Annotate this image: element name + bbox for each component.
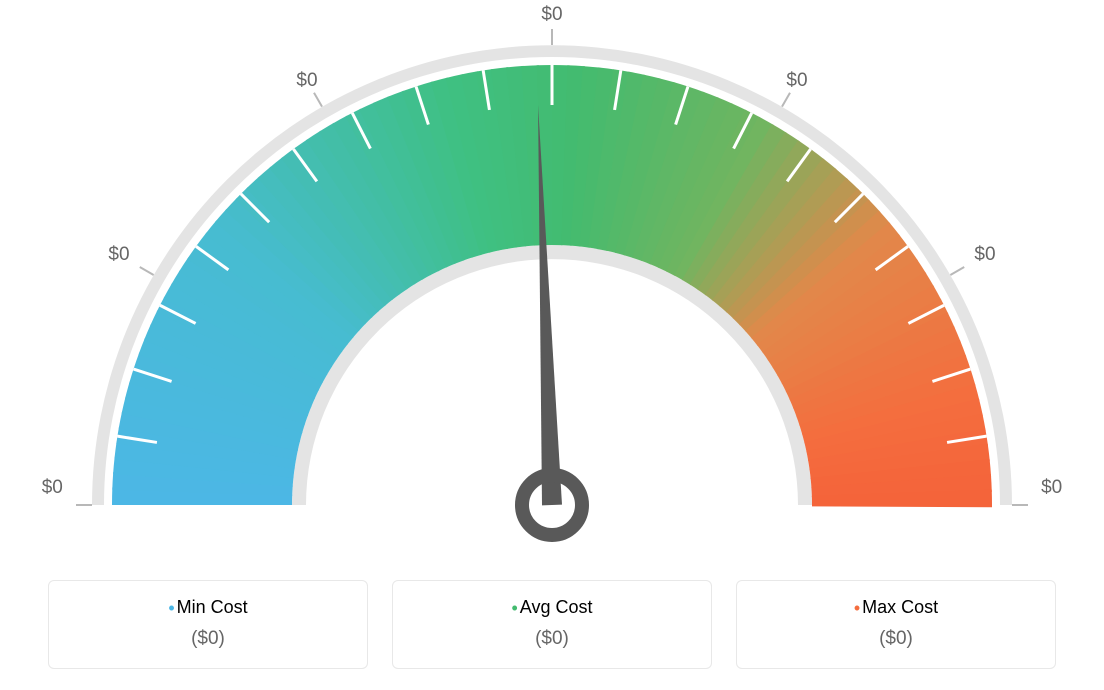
gauge-tick-label: $0 [786, 70, 807, 92]
gauge-tick-label: $0 [108, 244, 129, 266]
legend-value-min: ($0) [61, 628, 355, 650]
legend-dot-avg: • [511, 599, 517, 617]
legend-row: • Min Cost ($0) • Avg Cost ($0) • Max Co… [0, 580, 1104, 669]
legend-label-max: Max Cost [862, 597, 938, 618]
gauge-tick-label: $0 [541, 4, 562, 26]
legend-value-avg: ($0) [405, 628, 699, 650]
legend-card-avg: • Avg Cost ($0) [392, 580, 712, 669]
gauge-svg [0, 0, 1104, 560]
legend-title-avg: • Avg Cost [511, 597, 592, 618]
legend-title-min: • Min Cost [168, 597, 247, 618]
legend-dot-min: • [168, 599, 174, 617]
legend-value-max: ($0) [749, 628, 1043, 650]
legend-dot-max: • [854, 599, 860, 617]
gauge-area: $0 $0 $0 $0 $0 $0 $0 [0, 0, 1104, 560]
legend-card-min: • Min Cost ($0) [48, 580, 368, 669]
legend-title-max: • Max Cost [854, 597, 938, 618]
legend-card-max: • Max Cost ($0) [736, 580, 1056, 669]
gauge-chart-container: $0 $0 $0 $0 $0 $0 $0 • Min Cost ($0) • Avg Cos… [0, 0, 1104, 690]
gauge-tick-label: $0 [1041, 477, 1062, 499]
gauge-tick-label: $0 [296, 70, 317, 92]
legend-label-avg: Avg Cost [520, 597, 593, 618]
gauge-tick-label: $0 [42, 477, 63, 499]
legend-label-min: Min Cost [177, 597, 248, 618]
gauge-tick-label: $0 [974, 244, 995, 266]
